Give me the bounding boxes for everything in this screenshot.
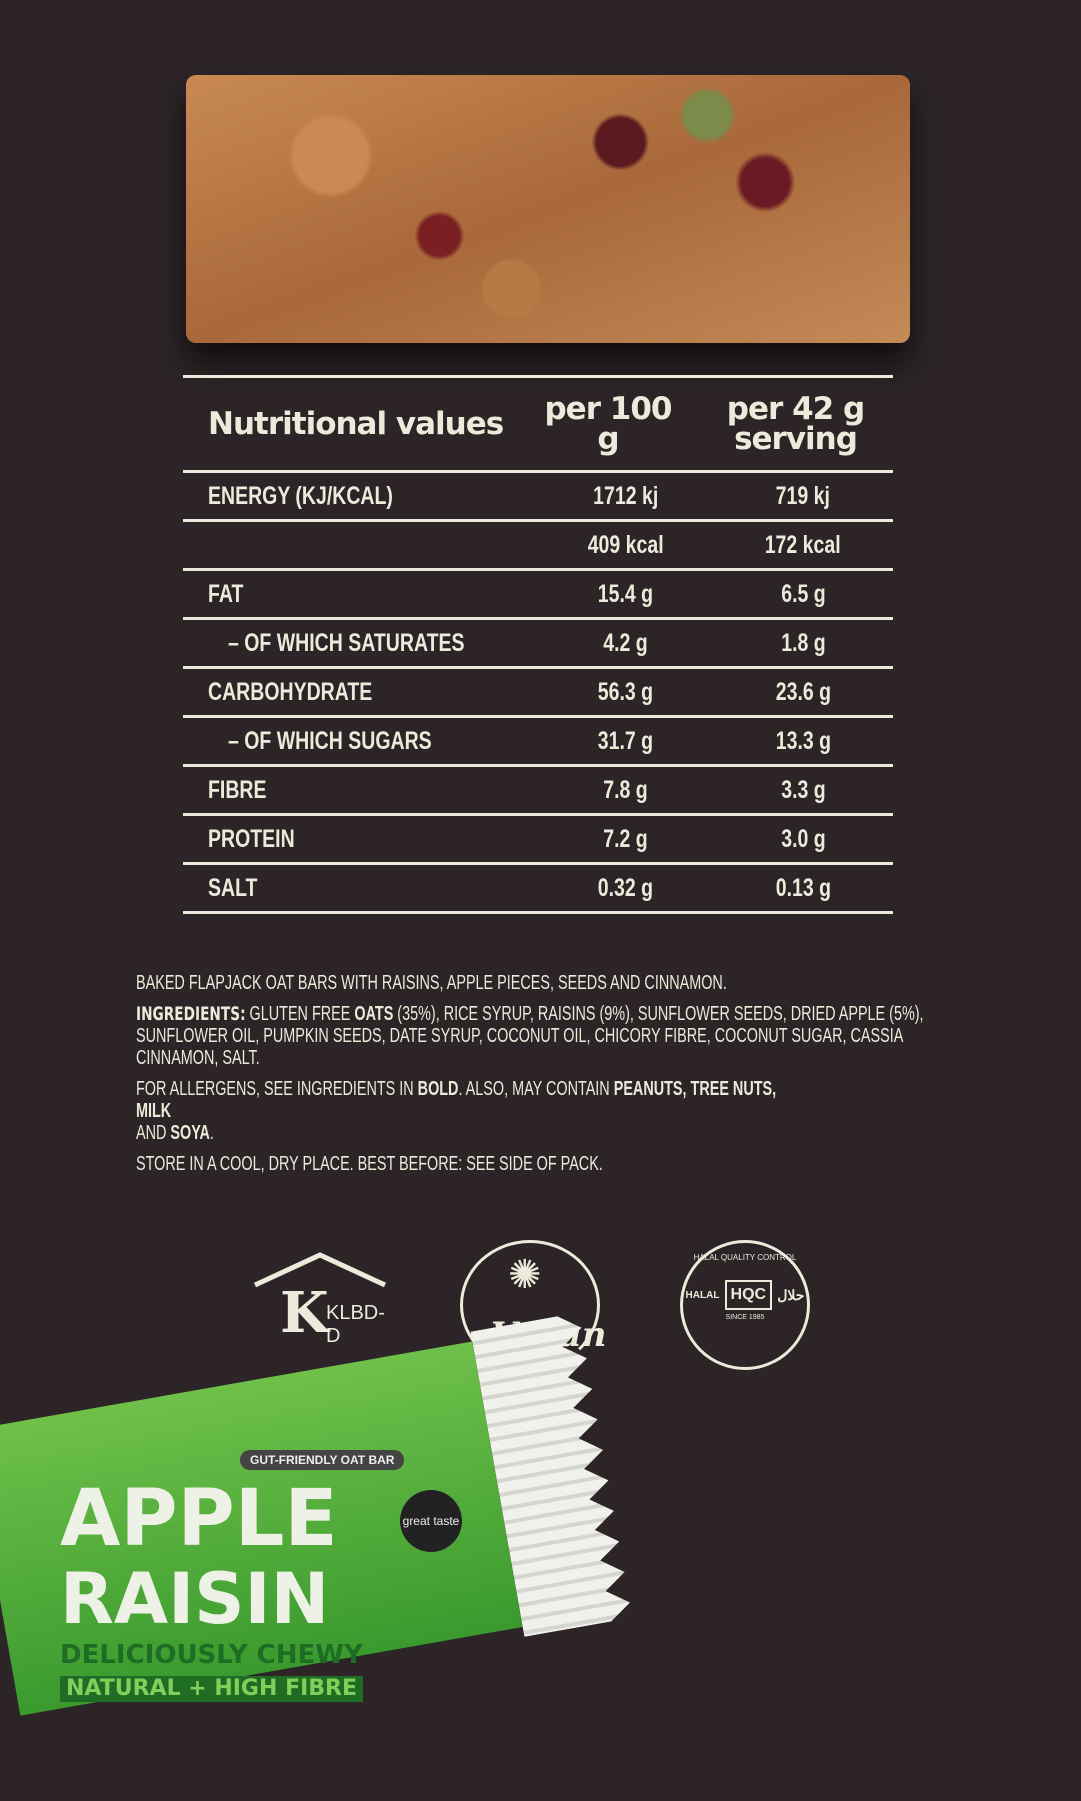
header-label: Nutritional values: [208, 406, 504, 442]
serving-value: 1.8 g: [780, 628, 826, 657]
nutrient-label: FIBRE: [208, 775, 267, 804]
storage: STORE IN A COOL, DRY PLACE. BEST BEFORE:…: [136, 1153, 603, 1175]
per100-value: 7.2 g: [603, 824, 648, 853]
table-row: FAT 15.4 g 6.5 g: [183, 571, 893, 617]
pack-title-1: APPLE: [60, 1474, 338, 1564]
divider: [183, 617, 893, 620]
serving-value: 13.3 g: [775, 726, 831, 755]
table-row: PROTEIN 7.2 g 3.0 g: [183, 816, 893, 862]
divider: [183, 813, 893, 816]
pack-tag: GUT-FRIENDLY OAT BAR: [240, 1450, 405, 1470]
serving-value: 0.13 g: [775, 873, 831, 902]
divider: [183, 568, 893, 571]
description: BAKED FLAPJACK OAT BARS WITH RAISINS, AP…: [136, 972, 727, 994]
klbd-k-mark: K: [280, 1280, 329, 1346]
ingredients: INGREDIENTS: GLUTEN FREE OATS (35%), RIC…: [136, 1003, 924, 1069]
table-header: Nutritional values per 100 g per 42 g se…: [183, 378, 893, 470]
table-row: 409 kcal 172 kcal: [183, 522, 893, 568]
serving-value: 6.5 g: [780, 579, 826, 608]
table-row: – OF WHICH SATURATES 4.2 g 1.8 g: [183, 620, 893, 666]
per100-value: 0.32 g: [597, 873, 654, 902]
serving-value: 172 kcal: [765, 530, 841, 559]
great-taste-badge: great taste: [400, 1490, 462, 1552]
divider: [183, 470, 893, 473]
table-row: CARBOHYDRATE 56.3 g 23.6 g: [183, 669, 893, 715]
sunflower-icon: ✺: [508, 1253, 542, 1297]
per100-value: 7.8 g: [603, 775, 648, 804]
serving-value: 719 kj: [775, 481, 831, 510]
product-text: BAKED FLAPJACK OAT BARS WITH RAISINS, AP…: [136, 972, 928, 1184]
nutrient-label: PROTEIN: [208, 824, 295, 853]
header-serving: per 42 g serving: [726, 391, 865, 457]
roof-icon: [253, 1252, 387, 1288]
divider: [183, 666, 893, 669]
product-wrapper: GUT-FRIENDLY OAT BAR APPLE RAISIN DELICI…: [0, 1410, 640, 1740]
nutrient-label: SALT: [208, 873, 258, 902]
table-row: FIBRE 7.8 g 3.3 g: [183, 767, 893, 813]
table-row: ENERGY (KJ/KCAL) 1712 kj 719 kj: [183, 473, 893, 519]
nutrient-label: – OF WHICH SUGARS: [228, 726, 432, 755]
pack-title-2: RAISIN: [60, 1558, 330, 1640]
per100-value: 15.4 g: [597, 579, 654, 608]
serving-value: 23.6 g: [775, 677, 831, 706]
per100-value: 31.7 g: [597, 726, 654, 755]
serving-value: 3.3 g: [780, 775, 826, 804]
header-per100: per 100 g: [544, 391, 672, 457]
klbd-logo: K KLBD-D: [250, 1250, 390, 1360]
table-row: – OF WHICH SUGARS 31.7 g 13.3 g: [183, 718, 893, 764]
pack-sub-2: NATURAL + HIGH FIBRE: [60, 1676, 364, 1702]
nutrient-label: CARBOHYDRATE: [208, 677, 373, 706]
divider: [183, 911, 893, 914]
nutrient-label: FAT: [208, 579, 244, 608]
divider: [183, 375, 893, 378]
serving-value: 3.0 g: [780, 824, 826, 853]
per100-value: 1712 kj: [592, 481, 659, 510]
divider: [183, 715, 893, 718]
divider: [183, 862, 893, 865]
oat-bar-photo: [186, 75, 910, 343]
divider: [183, 519, 893, 522]
table-row: SALT 0.32 g 0.13 g: [183, 865, 893, 911]
divider: [183, 764, 893, 767]
pack-sub-1: DELICIOUSLY CHEWY: [60, 1640, 363, 1670]
halal-hqc-logo: HALAL QUALITY CONTROL HALAL HQC حلال SIN…: [680, 1240, 810, 1370]
allergens: FOR ALLERGENS, SEE INGREDIENTS IN BOLD. …: [136, 1078, 777, 1144]
nutrition-table: Nutritional values per 100 g per 42 g se…: [183, 375, 893, 914]
per100-value: 4.2 g: [603, 628, 648, 657]
nutrient-label: ENERGY (KJ/KCAL): [208, 481, 393, 510]
nutrient-label: – OF WHICH SATURATES: [228, 628, 465, 657]
per100-value: 56.3 g: [597, 677, 654, 706]
per100-value: 409 kcal: [587, 530, 664, 559]
